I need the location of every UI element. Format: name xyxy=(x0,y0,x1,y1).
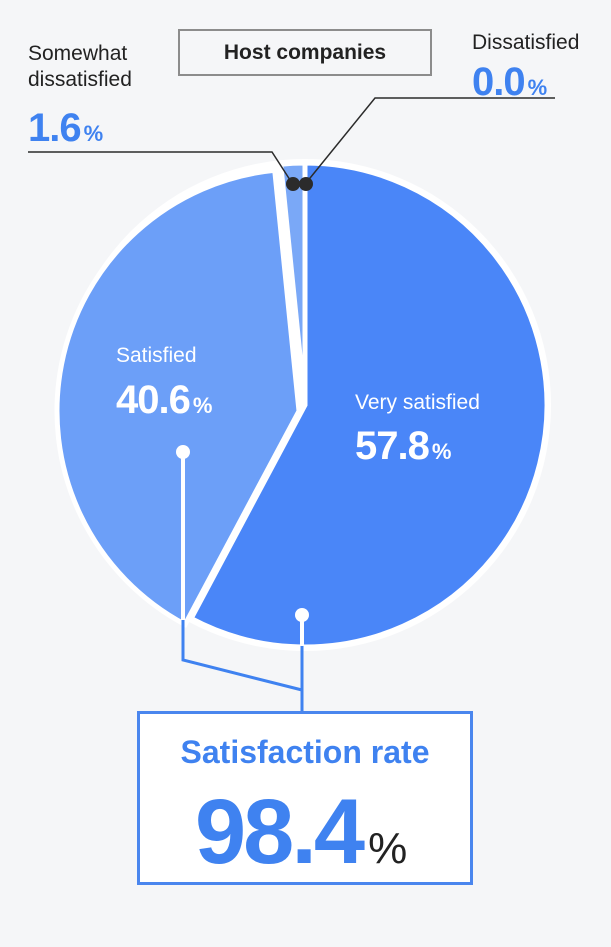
somewhat-label-line2: dissatisfied xyxy=(28,68,132,91)
dissatisfied-leader-line xyxy=(305,97,555,184)
slice-satisfied xyxy=(54,167,302,628)
satisfied-connector-dot xyxy=(176,445,190,459)
satisfied-connector xyxy=(181,620,303,692)
satisfaction-rate-number: 98.4 xyxy=(195,781,365,883)
very-satisfied-value-number: 57.8 xyxy=(355,424,430,468)
percent-symbol: % xyxy=(527,75,548,100)
somewhat-leader-dot xyxy=(286,177,300,191)
very-satisfied-connector-dot xyxy=(295,608,309,622)
satisfaction-rate-value: 98.4% xyxy=(195,782,407,899)
somewhat-label-line1: Somewhat xyxy=(28,42,128,65)
dissatisfied-value-number: 0.0 xyxy=(472,60,526,104)
somewhat-dissatisfied-label: Somewhat dissatisfied xyxy=(28,41,132,93)
somewhat-dissatisfied-value: 1.6% xyxy=(28,106,104,151)
somewhat-leader-line xyxy=(28,151,293,184)
percent-symbol: % xyxy=(368,824,408,873)
dissatisfied-leader-dot xyxy=(299,177,313,191)
very-satisfied-value: 57.8% xyxy=(355,424,452,469)
satisfied-value-number: 40.6 xyxy=(116,378,191,422)
satisfaction-rate-title: Satisfaction rate xyxy=(180,734,430,770)
dissatisfied-value: 0.0% xyxy=(472,60,548,105)
dissatisfied-label: Dissatisfied xyxy=(472,31,580,54)
percent-symbol: % xyxy=(192,393,213,418)
satisfaction-rate-box: Satisfaction rate 98.4% xyxy=(137,711,473,885)
satisfied-label: Satisfied xyxy=(116,344,197,367)
percent-symbol: % xyxy=(431,439,452,464)
satisfied-value: 40.6% xyxy=(116,378,213,423)
chart-title: Host companies xyxy=(178,29,432,76)
somewhat-value-number: 1.6 xyxy=(28,106,82,150)
very-satisfied-label: Very satisfied xyxy=(355,391,480,414)
percent-symbol: % xyxy=(83,121,104,146)
slice-very-satisfied xyxy=(187,160,550,650)
